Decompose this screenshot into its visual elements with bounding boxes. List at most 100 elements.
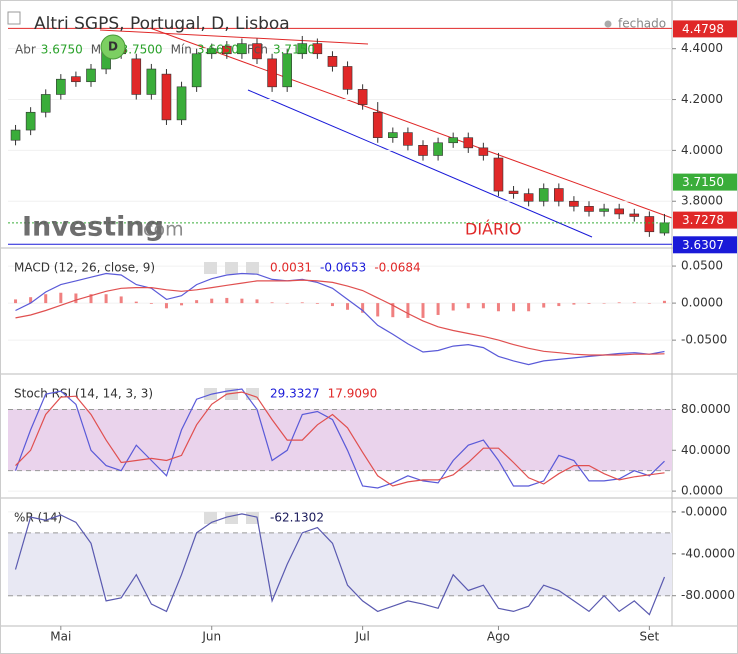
histogram-bar <box>240 298 244 304</box>
histogram-bar <box>14 299 18 304</box>
badge[interactable] <box>100 34 126 60</box>
pane-title: MACD (12, 26, close, 9) <box>14 261 155 275</box>
badge-label: D <box>108 40 118 54</box>
legend-value: -0.0684 <box>374 261 420 275</box>
histogram-bar <box>315 303 319 304</box>
collapse-icon[interactable] <box>7 11 21 25</box>
histogram-bar <box>119 296 123 304</box>
x-tick-label: Set <box>640 630 660 644</box>
x-tick-label: Mai <box>50 630 71 644</box>
trend-line <box>149 27 673 219</box>
watermark: .com <box>137 219 184 241</box>
series-line <box>14 513 666 616</box>
price-label: 4.4798 <box>682 22 724 36</box>
candle-body <box>448 137 458 144</box>
icon-eye[interactable] <box>204 262 217 274</box>
icon-settings[interactable] <box>225 512 238 524</box>
x-tick-label: Jun <box>201 630 221 644</box>
candle-body <box>569 200 579 207</box>
y-tick-label: 0.0000 <box>681 484 723 498</box>
candle-body <box>403 132 413 146</box>
candle-body <box>222 45 232 55</box>
pane-title: Stoch RSI (14, 14, 3, 3) <box>14 387 153 401</box>
candle-body <box>10 129 21 141</box>
histogram-bar <box>572 303 576 305</box>
price-label: 3.6307 <box>682 238 724 252</box>
y-tick-label: -0.0000 <box>681 504 727 518</box>
candle-body <box>40 94 51 113</box>
candle-body <box>508 190 519 194</box>
candle-body <box>161 73 172 121</box>
price-label-box <box>673 20 737 38</box>
histogram-bar <box>361 303 365 313</box>
candle-body <box>146 68 157 95</box>
histogram-bar <box>496 303 500 312</box>
candle-body <box>357 89 368 105</box>
ohlc-value: 3.7500 <box>121 43 163 57</box>
histogram-bar <box>602 303 606 304</box>
trend-line <box>99 29 369 45</box>
histogram-bar <box>587 303 591 304</box>
price-label-box <box>673 236 737 254</box>
histogram-bar <box>391 303 395 318</box>
candle-body <box>237 43 247 55</box>
histogram-bar <box>149 303 153 304</box>
histogram-bar <box>647 303 651 304</box>
y-tick-label: -40.0000 <box>681 546 735 560</box>
histogram-bar <box>542 303 546 308</box>
y-tick-label: 80.0000 <box>681 402 731 416</box>
histogram-bar <box>376 303 380 317</box>
candle-body <box>433 142 443 156</box>
candle-body <box>372 111 383 138</box>
chart-title: Altri SGPS, Portugal, D, Lisboa <box>34 14 290 34</box>
watermark: Investing <box>22 212 164 243</box>
candle-body <box>463 137 474 149</box>
icon-eye[interactable] <box>204 512 217 524</box>
histogram-bar <box>74 293 78 304</box>
candle-body <box>176 86 187 121</box>
annotation: DIÁRIO <box>465 220 521 239</box>
histogram-bar <box>29 297 33 304</box>
histogram-bar <box>346 303 350 310</box>
x-tick-label: Jul <box>354 630 369 644</box>
histogram-bar <box>59 292 63 304</box>
ohlc-label: Mín <box>171 43 192 57</box>
ohlc-value: 3.6650 <box>197 43 239 57</box>
histogram-bar <box>436 303 440 315</box>
candle-body <box>86 68 96 83</box>
legend-value: 0.0031 <box>270 261 312 275</box>
candle-body <box>418 145 428 156</box>
trend-line <box>247 89 593 238</box>
price-label-box <box>673 211 737 229</box>
candle-body <box>478 147 489 156</box>
histogram-bar <box>557 303 561 307</box>
price-label-box <box>673 173 737 191</box>
status-dot <box>604 20 612 28</box>
histogram-bar <box>104 294 108 304</box>
candle-body <box>312 43 323 55</box>
pane-title: %R (14) <box>14 511 62 525</box>
histogram-bar <box>134 301 138 304</box>
y-tick-label: 40.0000 <box>681 443 731 457</box>
y-tick-label: 3.8000 <box>681 194 723 208</box>
candle-body <box>614 208 624 215</box>
candle-body <box>538 188 549 202</box>
histogram-bar <box>632 302 636 304</box>
candle-body <box>327 56 338 67</box>
y-tick-label: 0.0000 <box>681 296 723 310</box>
status: fechado <box>618 17 666 31</box>
histogram-bar <box>195 300 199 304</box>
histogram-bar <box>617 302 621 304</box>
histogram-bar <box>481 303 485 309</box>
histogram-bar <box>285 303 289 304</box>
candle-body <box>131 58 142 95</box>
y-tick-label: 4.4000 <box>681 41 723 55</box>
histogram-bar <box>270 302 274 304</box>
y-tick-label: -80.0000 <box>681 588 735 602</box>
band <box>8 409 672 471</box>
candle-body <box>554 188 564 202</box>
icon-close[interactable] <box>246 262 259 274</box>
histogram-bar <box>527 303 531 312</box>
icon-settings[interactable] <box>225 262 238 274</box>
legend-value: 17.9090 <box>328 387 378 401</box>
